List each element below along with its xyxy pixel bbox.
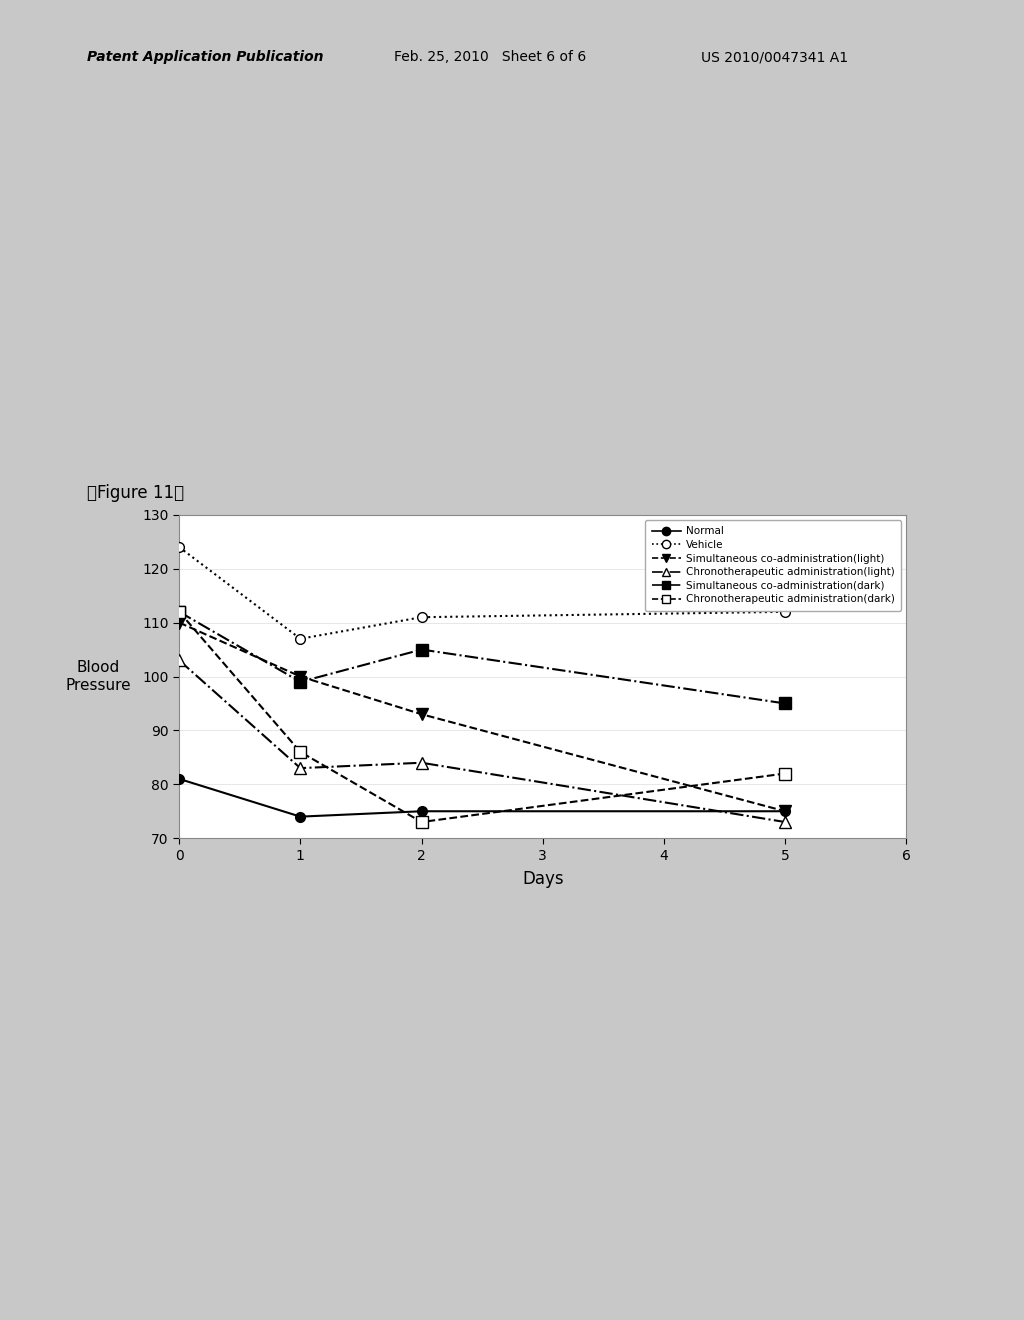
Text: 』Figure 11』: 』Figure 11』 bbox=[87, 483, 184, 502]
Y-axis label: Blood
Pressure: Blood Pressure bbox=[66, 660, 131, 693]
Legend: Normal, Vehicle, Simultaneous co-administration(light), Chronotherapeutic admini: Normal, Vehicle, Simultaneous co-adminis… bbox=[645, 520, 901, 611]
X-axis label: Days: Days bbox=[522, 870, 563, 887]
Text: US 2010/0047341 A1: US 2010/0047341 A1 bbox=[701, 50, 849, 65]
Text: Feb. 25, 2010   Sheet 6 of 6: Feb. 25, 2010 Sheet 6 of 6 bbox=[394, 50, 587, 65]
Text: Patent Application Publication: Patent Application Publication bbox=[87, 50, 324, 65]
